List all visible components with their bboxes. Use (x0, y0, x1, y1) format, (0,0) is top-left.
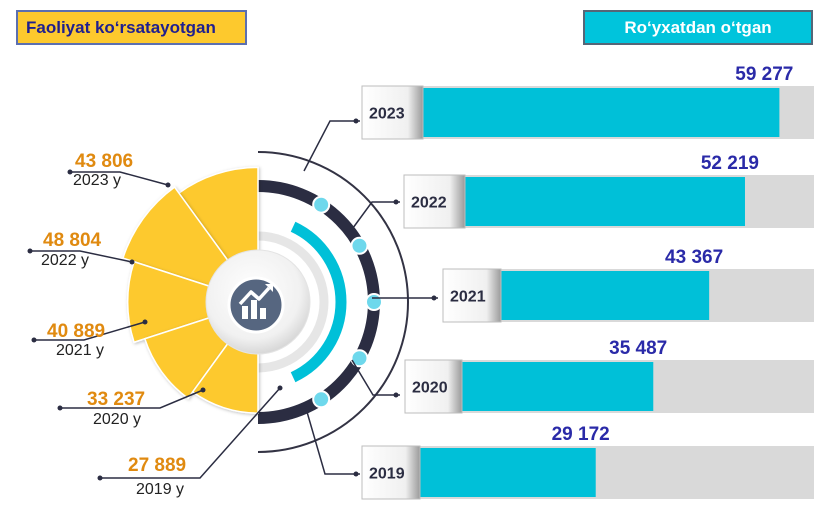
bar-connector-line (304, 404, 360, 475)
bar-chart-registered: 2023 59 277 2022 52 219 2021 43 367 2020 35 487… (303, 64, 814, 500)
pie-value-label: 40 889 (47, 321, 105, 342)
leader-dot (97, 475, 103, 481)
inner-grey-ring (257, 231, 329, 373)
pie-category-label: 2020 y (93, 411, 141, 428)
ring-node-dot (350, 236, 369, 255)
pie-value-label: 33 237 (87, 389, 145, 410)
bar-value-label: 59 277 (735, 64, 793, 85)
bar-value-label: 52 219 (701, 153, 759, 174)
pie-leader-line (60, 389, 204, 409)
leader-dot (165, 182, 171, 188)
bar-value-label: 43 367 (665, 247, 723, 268)
connector-dot (353, 118, 359, 124)
pie-category-label: 2023 y (73, 172, 121, 189)
ring-node-dot (365, 293, 383, 311)
ring-node-dot (312, 390, 331, 409)
bar-2019 (418, 448, 596, 497)
pie-leader-line (30, 250, 133, 263)
leader-dot (31, 337, 37, 343)
bar-2022 (463, 177, 745, 226)
connector-dot (393, 199, 399, 205)
connector-dot (393, 392, 399, 398)
pie-category-label: 2021 y (56, 342, 104, 359)
year-tab (403, 174, 466, 229)
pie-value-label: 43 806 (75, 151, 133, 172)
bar-2023 (421, 88, 780, 137)
ring-node-dot (350, 349, 369, 368)
bar-2020 (460, 362, 654, 411)
leader-dot (57, 405, 63, 411)
pie-category-label: 2019 y (136, 481, 184, 498)
ring-node-dot (312, 195, 331, 214)
bar-category-label: 2020 (412, 380, 448, 397)
pie-category-label: 2022 y (41, 252, 89, 269)
year-tab (404, 359, 463, 414)
leader-dot (67, 169, 73, 175)
year-tab (361, 445, 421, 500)
bar-category-label: 2023 (369, 106, 405, 123)
center-emblem (205, 249, 311, 355)
bar-connector-line (303, 120, 360, 172)
pie-leader-line (100, 387, 281, 479)
pie-value-label: 27 889 (128, 455, 186, 476)
pie-value-label: 48 804 (43, 230, 102, 251)
year-tab (361, 85, 424, 140)
bar-category-label: 2021 (450, 289, 486, 306)
cyan-ring (290, 221, 347, 383)
outer-thin-ring (257, 151, 409, 453)
header-active: Faoliyat ko‘rsatayotgan (16, 10, 247, 45)
leader-dot (27, 248, 33, 254)
bar-category-label: 2019 (369, 466, 405, 483)
connector-dot (353, 471, 359, 477)
leader-dot (142, 319, 148, 325)
bar-connector-line (349, 201, 400, 233)
leader-dot (129, 259, 135, 265)
bar-value-label: 29 172 (552, 424, 610, 445)
connector-dot (431, 295, 437, 301)
bar-category-label: 2022 (411, 195, 447, 212)
growth-chart-icon (238, 284, 273, 319)
pie-leader-line (70, 171, 169, 186)
leader-dot (200, 387, 206, 393)
bar-2021 (499, 271, 710, 320)
bar-value-label: 35 487 (609, 338, 667, 359)
header-registered: Ro‘yxatdan o‘tgan (583, 10, 813, 45)
pie-leader-line (34, 321, 146, 341)
bar-connector-line (351, 359, 400, 396)
leader-dot (277, 385, 283, 391)
decorative-rings (257, 151, 409, 453)
year-tab (442, 268, 502, 323)
